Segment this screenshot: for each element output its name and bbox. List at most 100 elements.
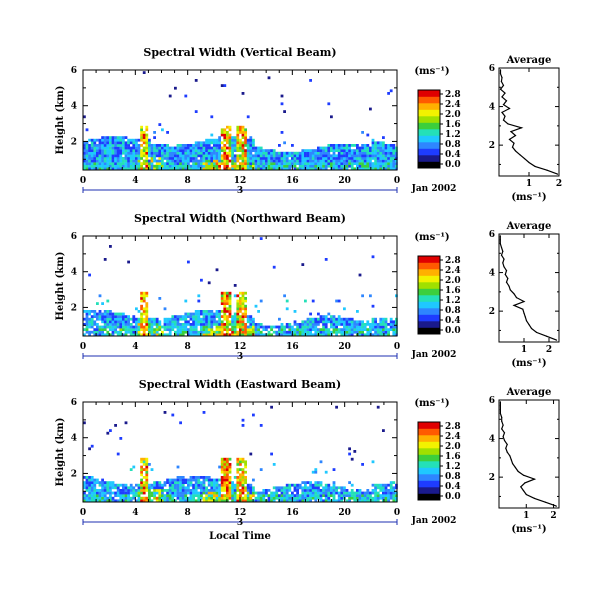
heatmap-cell [145, 460, 149, 464]
profile-point [508, 107, 511, 110]
heatmap-cell [101, 317, 104, 321]
heatmap-cell [109, 486, 112, 490]
heatmap-cell [337, 320, 341, 324]
heatmap-cell [249, 141, 253, 145]
profile-title: Average [506, 55, 552, 66]
heatmap-cell [111, 499, 115, 503]
heatmap-cell [200, 489, 203, 492]
heatmap-cell [106, 149, 110, 152]
heatmap-cell [389, 486, 393, 490]
heatmap-cell [376, 162, 380, 165]
heatmap-cell [285, 157, 289, 160]
heatmap-cell [207, 323, 211, 326]
heatmap-cell [124, 157, 128, 160]
heatmap-cell [259, 496, 263, 500]
heatmap-cell [314, 164, 318, 168]
heatmap-cell [395, 159, 398, 163]
heatmap-cell [215, 144, 219, 147]
heatmap-cell [304, 159, 307, 163]
heatmap-cell [106, 141, 110, 145]
heatmap-cell [345, 491, 349, 495]
heatmap-cell [272, 151, 276, 155]
heatmap-cell [111, 154, 115, 158]
heatmap-cell [244, 159, 247, 163]
heatmap-cell [93, 491, 97, 495]
heatmap-cell [236, 317, 240, 321]
heatmap-cell [306, 496, 310, 500]
heatmap-cell [98, 164, 102, 168]
heatmap-cell [382, 162, 385, 165]
heatmap-cell [140, 491, 143, 495]
heatmap-cell [140, 164, 143, 168]
heatmap-cell [174, 149, 177, 152]
heatmap-cell [220, 499, 224, 503]
heatmap-cell [210, 489, 214, 492]
heatmap-cell [278, 494, 281, 497]
heatmap-cell [145, 473, 149, 477]
heatmap-cell [176, 146, 180, 150]
heatmap-cell [259, 499, 263, 503]
heatmap-cell [348, 154, 351, 158]
heatmap-cell [215, 149, 219, 152]
heatmap-cell [389, 89, 393, 93]
heatmap-cell [96, 144, 99, 147]
heatmap-cell [184, 159, 188, 163]
heatmap-cell [161, 333, 164, 337]
heatmap-cell [376, 496, 380, 500]
heatmap-cell [218, 157, 221, 160]
heatmap-cell [262, 494, 266, 497]
colorbar-tick-label: 2.8 [445, 90, 461, 100]
heatmap-cell [226, 125, 229, 129]
heatmap-cell [207, 144, 211, 147]
heatmap-cell [392, 159, 396, 163]
heatmap-cell [114, 154, 117, 158]
heatmap-cell [132, 465, 136, 469]
heatmap-cell [233, 325, 237, 329]
heatmap-cell [116, 162, 120, 165]
heatmap-cell [129, 162, 133, 165]
heatmap-cell [109, 245, 112, 248]
heatmap-cell [153, 149, 156, 152]
heatmap-cell [374, 323, 377, 326]
heatmap-cell [161, 494, 164, 497]
heatmap-cell [275, 157, 279, 160]
heatmap-cell [244, 312, 247, 316]
heatmap-cell [197, 499, 201, 503]
heatmap-cell [153, 164, 156, 168]
heatmap-cell [194, 491, 198, 495]
y-tick-label: 2 [71, 469, 77, 479]
heatmap-cell [361, 494, 364, 497]
heatmap-cell [296, 328, 299, 331]
heatmap-cell [184, 496, 188, 500]
heatmap-cell [197, 149, 201, 152]
heatmap-cell [171, 328, 175, 331]
heatmap-cell [90, 496, 94, 500]
heatmap-cell [332, 496, 336, 500]
heatmap-cell [187, 330, 190, 334]
heatmap-cell [148, 323, 151, 326]
heatmap-cell [288, 325, 292, 329]
date-marker: 3 [237, 518, 243, 528]
heatmap-cell [241, 328, 245, 331]
heatmap-cell [262, 154, 266, 158]
heatmap-cell [174, 491, 177, 495]
heatmap-cell [184, 325, 188, 329]
heatmap-cell [132, 491, 136, 495]
heatmap-cell [330, 323, 333, 326]
heatmap-cell [200, 476, 203, 479]
heatmap-cell [239, 481, 242, 484]
heatmap-cell [382, 489, 385, 492]
heatmap-cell [88, 151, 91, 155]
heatmap-cell [239, 154, 242, 158]
heatmap-cell [317, 320, 320, 324]
heatmap-cell [135, 494, 138, 497]
heatmap-cell [350, 328, 354, 331]
colorbar-swatch [418, 422, 440, 429]
heatmap-cell [202, 411, 206, 414]
heatmap-cell [366, 167, 370, 171]
heatmap-cell [145, 125, 149, 129]
heatmap-cell [257, 330, 260, 334]
heatmap-cell [148, 320, 151, 324]
heatmap-cell [106, 483, 110, 487]
heatmap-cell [171, 478, 175, 482]
